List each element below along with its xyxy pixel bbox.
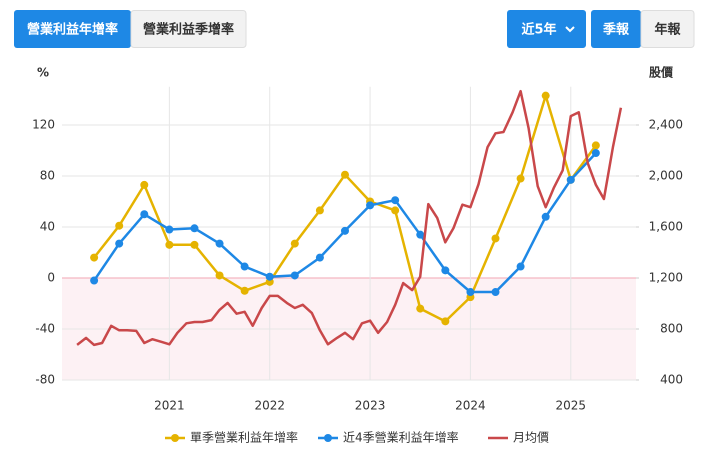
y2-tick-label: 800	[660, 322, 683, 336]
data-point	[541, 91, 550, 100]
data-point	[165, 240, 174, 249]
legend-item[interactable]: 近4季營業利益年增率	[318, 430, 459, 445]
data-point	[215, 271, 224, 280]
x-tick-label: 2025	[555, 399, 586, 413]
data-point	[115, 221, 124, 230]
x-tick-label: 2024	[455, 399, 486, 413]
y2-tick-label: 1,200	[649, 271, 683, 285]
data-point	[516, 174, 525, 183]
data-point	[315, 253, 324, 262]
data-point	[366, 201, 375, 210]
tab-bg	[14, 10, 131, 48]
data-point	[491, 234, 500, 243]
data-point	[566, 175, 575, 184]
data-point	[416, 230, 425, 239]
data-point	[441, 266, 450, 275]
data-point	[240, 262, 249, 271]
y2-tick-label: 1,600	[649, 220, 683, 234]
data-point	[265, 272, 274, 281]
data-point	[290, 271, 299, 280]
legend-marker	[171, 434, 179, 442]
y2-tick-label: 2,000	[649, 169, 683, 183]
btn-label: 年報	[654, 22, 681, 38]
y2-tick-label: 400	[660, 373, 683, 387]
data-point	[90, 276, 99, 285]
x-tick-label: 2022	[254, 399, 285, 413]
y-tick-label: 80	[40, 169, 55, 183]
dropdown-bg	[507, 10, 586, 48]
dropdown-label: 近5年	[521, 22, 556, 38]
chart: % 股價 -80 -40 0 40 80 120 400 800 1,200 1,600 2,000…	[32, 65, 683, 413]
tab-bg	[130, 10, 247, 48]
legend-marker	[324, 434, 332, 442]
y2-axis-label: 股價	[649, 65, 674, 80]
data-point	[315, 206, 324, 215]
data-point	[340, 226, 349, 235]
data-point	[591, 141, 600, 150]
btn-bg	[640, 10, 695, 48]
data-point	[391, 196, 400, 205]
legend-label: 月均價	[513, 431, 549, 445]
x-tick-label: 2023	[355, 399, 386, 413]
btn-bg	[591, 10, 641, 48]
data-point	[140, 210, 149, 219]
data-point	[190, 240, 199, 249]
chevron	[565, 26, 575, 33]
data-point	[290, 239, 299, 248]
data-point	[516, 262, 525, 271]
y2-tick-label: 2,400	[649, 118, 683, 132]
y-tick-label: 0	[47, 271, 55, 285]
data-point	[140, 180, 149, 189]
data-point	[441, 317, 450, 326]
legend-item[interactable]: 月均價	[488, 431, 549, 445]
data-point	[391, 206, 400, 215]
report-annual[interactable]: 年報	[640, 10, 695, 48]
data-point	[340, 170, 349, 179]
data-point	[591, 149, 600, 158]
legend-label: 近4季營業利益年增率	[343, 430, 459, 445]
data-point	[115, 239, 124, 248]
data-point	[240, 286, 249, 295]
series-line	[76, 89, 623, 347]
legend-item[interactable]: 單季營業利益年增率	[165, 430, 298, 445]
data-point	[190, 224, 199, 233]
tab-qoq[interactable]: 營業利益季增率	[130, 10, 247, 48]
data-point	[215, 239, 224, 248]
data-point	[90, 253, 99, 262]
data-point	[416, 304, 425, 313]
data-point	[466, 288, 475, 297]
data-point	[541, 212, 550, 221]
tab-label: 營業利益年增率	[27, 22, 118, 38]
data-point	[491, 288, 500, 297]
y-axis-label: %	[37, 66, 49, 80]
y-tick-label: -80	[35, 373, 55, 387]
tab-yoy[interactable]: 營業利益年增率	[14, 10, 131, 48]
tab-label: 營業利益季增率	[143, 22, 234, 38]
legend-label: 單季營業利益年增率	[190, 430, 298, 445]
data-point	[165, 225, 174, 234]
report-quarterly[interactable]: 季報	[591, 10, 641, 48]
y-tick-label: 40	[40, 220, 55, 234]
y-tick-label: -40	[35, 322, 55, 336]
y-tick-label: 120	[32, 118, 55, 132]
period-dropdown[interactable]: 近5年	[507, 10, 586, 48]
x-tick-label: 2021	[154, 399, 185, 413]
btn-label: 季報	[602, 22, 630, 38]
